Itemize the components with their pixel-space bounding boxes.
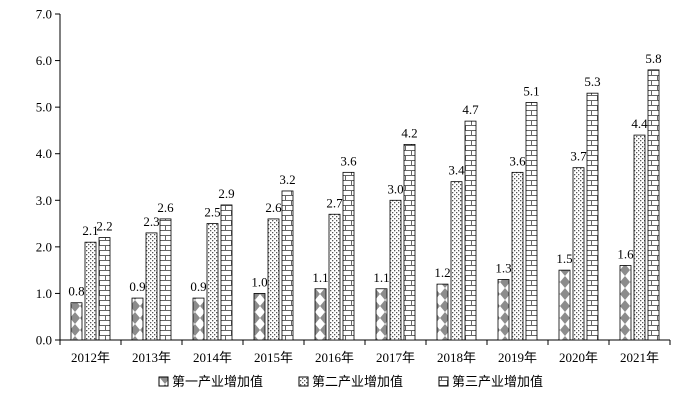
data-label-primary: 0.8 [68, 284, 84, 299]
data-label-primary: 1.1 [373, 270, 389, 285]
data-label-tertiary: 2.9 [218, 186, 234, 201]
data-label-primary: 1.1 [312, 270, 328, 285]
bar-tertiary [647, 69, 660, 341]
y-tick-label: 0.0 [36, 333, 52, 348]
y-tick-label: 6.0 [36, 53, 52, 68]
x-tick-label: 2017年 [376, 350, 415, 365]
data-label-tertiary: 5.8 [645, 51, 661, 66]
x-tick-label: 2019年 [498, 350, 537, 365]
x-tick-label: 2013年 [132, 350, 171, 365]
data-label-secondary: 3.6 [509, 153, 526, 168]
x-tick-label: 2018年 [437, 350, 476, 365]
bar-tertiary [220, 204, 233, 341]
y-tick-label: 1.0 [36, 286, 52, 301]
data-label-tertiary: 2.2 [96, 219, 112, 234]
bar-primary [192, 297, 205, 341]
data-label-primary: 1.6 [617, 246, 634, 261]
bar-tertiary [464, 120, 477, 341]
bar-tertiary [403, 143, 416, 341]
x-tick-label: 2012年 [71, 350, 110, 365]
bar-secondary [389, 199, 402, 341]
bar-tertiary [281, 190, 294, 341]
bar-secondary [328, 213, 341, 341]
data-label-secondary: 3.7 [570, 149, 587, 164]
bar-tertiary [525, 102, 538, 341]
data-label-primary: 0.9 [129, 279, 145, 294]
data-label-tertiary: 5.3 [584, 74, 600, 89]
legend-swatch-tertiary [438, 376, 449, 387]
bar-primary [619, 265, 632, 341]
data-label-primary: 0.9 [190, 279, 206, 294]
bar-primary [558, 269, 571, 341]
bar-tertiary [342, 171, 355, 341]
bar-tertiary [98, 237, 111, 341]
data-label-tertiary: 4.7 [462, 102, 479, 117]
bar-secondary [267, 218, 280, 341]
data-label-tertiary: 4.2 [401, 125, 417, 140]
x-tick-label: 2020年 [559, 350, 598, 365]
x-tick-label: 2016年 [315, 350, 354, 365]
data-label-secondary: 4.4 [631, 116, 648, 131]
bar-tertiary [159, 218, 172, 341]
data-label-secondary: 2.1 [82, 223, 98, 238]
legend-label-primary: 第一产业增加值 [172, 374, 263, 389]
x-tick-label: 2021年 [620, 350, 659, 365]
y-tick-label: 3.0 [36, 193, 52, 208]
bar-primary [314, 288, 327, 341]
legend-swatch-primary [158, 376, 169, 387]
legend: 第一产业增加值 第二产业增加值 第三产业增加值 [158, 374, 543, 389]
y-tick-label: 4.0 [36, 146, 52, 161]
bar-secondary [206, 223, 219, 341]
y-tick-label: 7.0 [36, 7, 52, 22]
bar-primary [253, 293, 266, 341]
data-label-primary: 1.3 [495, 260, 511, 275]
bar-primary [497, 279, 510, 341]
x-tick-label: 2014年 [193, 350, 232, 365]
data-label-secondary: 2.6 [265, 200, 282, 215]
data-label-tertiary: 5.1 [523, 83, 539, 98]
data-label-primary: 1.5 [556, 251, 572, 266]
bar-secondary [572, 167, 585, 341]
bar-primary [131, 297, 144, 341]
data-label-secondary: 2.5 [204, 205, 220, 220]
y-tick-label: 2.0 [36, 239, 52, 254]
legend-swatch-secondary [298, 376, 309, 387]
legend-label-tertiary: 第三产业增加值 [452, 374, 543, 389]
bar-primary [436, 283, 449, 341]
data-label-tertiary: 2.6 [157, 200, 174, 215]
legend-label-secondary: 第二产业增加值 [312, 374, 403, 389]
data-label-secondary: 2.7 [326, 195, 343, 210]
data-label-secondary: 3.0 [387, 181, 403, 196]
bar-tertiary [586, 92, 599, 341]
data-label-tertiary: 3.2 [279, 172, 295, 187]
bar-primary [70, 302, 83, 341]
plot-area: 0.0 1.0 2.0 3.0 4.0 5.0 6.0 7.0 0.8 2.12.2 2012年 0.… [36, 7, 671, 365]
x-tick-label: 2015年 [254, 350, 293, 365]
bar-secondary [450, 181, 463, 341]
bar-secondary [84, 241, 97, 341]
data-label-tertiary: 3.6 [340, 153, 357, 168]
y-tick-label: 5.0 [36, 100, 52, 115]
data-label-secondary: 2.3 [143, 214, 159, 229]
bar-secondary [633, 134, 646, 341]
data-label-secondary: 3.4 [448, 163, 465, 178]
data-label-primary: 1.2 [434, 265, 450, 280]
bar-primary [375, 288, 388, 341]
bar-secondary [145, 232, 158, 341]
bar-secondary [511, 171, 524, 341]
data-label-primary: 1.0 [251, 274, 267, 289]
